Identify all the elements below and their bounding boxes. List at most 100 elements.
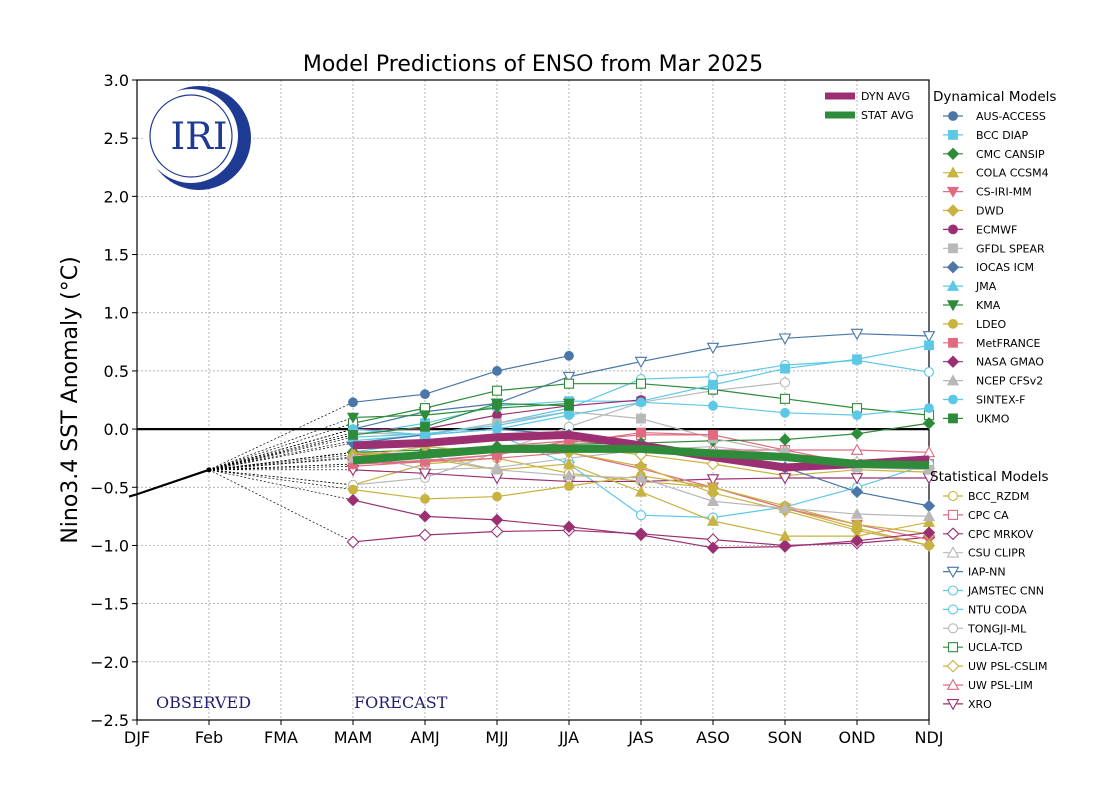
connector-ldeo: [208, 469, 354, 490]
legend-marker-gfdl-spear: [948, 243, 958, 254]
legend-label-cmc-cansip: CMC CANSIP: [976, 148, 1045, 161]
legend-marker-bcc-rzdm: [947, 490, 959, 502]
series-point-dwd: [922, 539, 936, 552]
series-point-cola-ccsm4: [634, 485, 648, 497]
y-tick-label: −2.5: [90, 711, 129, 730]
legend-marker-cs-iri-mm: [946, 186, 960, 198]
series-line-jma: [352, 411, 570, 438]
series-point-nasa-gmao: [346, 493, 360, 507]
series-point-gfdl-spear: [636, 413, 646, 424]
series-point-iap-nn: [778, 333, 792, 345]
series-point-ldeo: [564, 481, 574, 492]
connector-aus-access: [208, 402, 354, 471]
legend-marker-uw-psl-lim: [946, 678, 960, 690]
series-point-ldeo: [708, 482, 718, 493]
series-point-ukmo: [420, 421, 430, 432]
connector-ucla-tcd: [208, 422, 354, 471]
series-point-aus-access: [420, 389, 430, 400]
x-tick-label: DJF: [124, 728, 150, 747]
series-point-nasa-gmao: [562, 520, 576, 534]
connector-kma: [208, 417, 354, 471]
legend-marker-cpc-ca: [947, 509, 959, 520]
series-point-bcc-diap: [852, 354, 862, 365]
series-point-ukmo: [492, 398, 502, 409]
legend-label-stat-avg: STAT AVG: [861, 109, 914, 122]
legend-marker-iocas-icm: [946, 261, 960, 274]
logo-text: IRI: [170, 115, 227, 158]
series-point-sintex-f: [852, 410, 862, 421]
x-tick-label: OND: [839, 728, 876, 747]
series-point-sintex-f: [492, 424, 502, 434]
legend-label-cpc-ca: CPC CA: [968, 509, 1009, 522]
legend-label-xro: XRO: [968, 698, 992, 711]
series-line-aus-access: [352, 355, 570, 403]
series-point-gfdl-spear: [924, 464, 934, 475]
legend-label-bcc-rzdm: BCC_RZDM: [968, 490, 1029, 503]
series-point-aus-access: [348, 397, 358, 408]
series-point-sintex-f: [420, 430, 430, 440]
legend-marker-ecmwf: [948, 224, 958, 235]
connector-iocas-icm: [208, 442, 354, 471]
series-point-cmc-cansip: [922, 417, 936, 430]
x-tick-label: JJA: [558, 728, 579, 747]
legend-marker-dwd: [946, 204, 960, 217]
plot-area: [137, 80, 929, 720]
series-point-bcc-diap: [780, 363, 790, 374]
legend-label-ldeo: LDEO: [976, 318, 1007, 331]
connector-cpc-mrkov: [208, 469, 354, 543]
connector-jma: [208, 436, 354, 471]
series-point-ncep-cfsv2: [490, 463, 504, 475]
legend-label-ntu-coda: NTU CODA: [968, 603, 1027, 616]
logo-ring: [149, 94, 233, 178]
x-tick-label: JAS: [627, 728, 654, 747]
y-tick-label: 2.0: [104, 187, 129, 206]
series-point-nasa-gmao: [706, 541, 720, 554]
series-point-kma: [346, 412, 360, 424]
plot-frame: [136, 79, 930, 721]
y-tick-label: 2.5: [104, 129, 129, 148]
series-point-ldeo: [852, 519, 862, 530]
series-point-iap-nn: [634, 356, 648, 369]
series-point-uw-psl-lim: [922, 445, 936, 458]
series-point-ucla-tcd: [491, 385, 503, 396]
legend-marker-csu-clipr: [946, 546, 960, 558]
connector-nasa-gmao: [208, 469, 354, 501]
x-tick-label: Feb: [195, 728, 223, 747]
y-tick-label: −2.0: [90, 653, 129, 672]
legend-marker-uw-psl-cslim: [946, 659, 960, 673]
series-line-ukmo: [352, 402, 570, 436]
series-point-ncep-cfsv2: [562, 469, 576, 481]
legend-label-sintex-f: SINTEX-F: [976, 394, 1025, 407]
series-point-tongji-ml: [779, 377, 791, 388]
legend-label-cola-ccsm4: COLA CCSM4: [976, 167, 1049, 180]
legend-label-uw-psl-lim: UW PSL-LIM: [968, 679, 1033, 692]
series-point-cola-ccsm4: [562, 457, 576, 469]
connector-cpc-ca: [208, 465, 354, 471]
series-point-iap-nn: [922, 331, 936, 343]
series-point-ncep-cfsv2: [778, 501, 792, 513]
series-point-ucla-tcd: [635, 378, 647, 389]
legend-label-aus-access: AUS-ACCESS: [976, 110, 1046, 123]
legend-label-uw-psl-cslim: UW PSL-CSLIM: [968, 660, 1047, 673]
legend-marker-jamstec-cnn: [947, 585, 959, 596]
series-point-ldeo: [420, 494, 430, 504]
series-point-ntu-coda: [707, 371, 719, 382]
legend-label-dyn-avg: DYN AVG: [861, 90, 910, 103]
connector-gfdl-spear: [208, 432, 354, 471]
series-point-metfrance: [708, 430, 718, 440]
series-point-ncep-cfsv2: [850, 507, 864, 519]
x-tick-label: MJJ: [485, 728, 508, 747]
series-point-xro: [850, 473, 864, 485]
series-nasa-gmao: [346, 493, 936, 554]
legend-label-kma: KMA: [976, 299, 1001, 312]
x-tick-label: MAM: [334, 728, 373, 747]
x-tick-label: AMJ: [410, 728, 439, 747]
connector-tongji-ml: [208, 469, 354, 486]
series-point-aus-access: [492, 366, 502, 376]
legend-marker-bcc-diap: [948, 129, 958, 140]
series-point-ncep-cfsv2: [922, 510, 936, 522]
connector-uw-psl-lim: [208, 454, 354, 471]
legend-marker-jma: [946, 279, 960, 291]
series-point-sintex-f: [708, 400, 718, 411]
